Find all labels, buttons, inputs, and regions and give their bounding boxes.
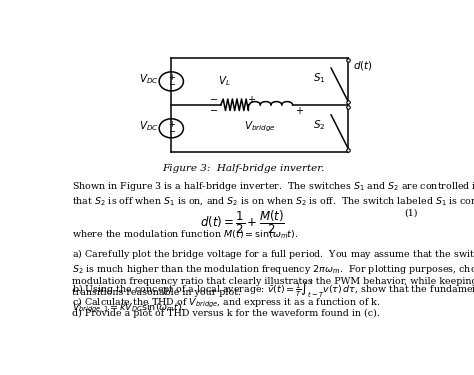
Text: d) Provide a plot of THD versus k for the waveform found in (c).: d) Provide a plot of THD versus k for th… bbox=[72, 309, 380, 318]
Text: (1): (1) bbox=[404, 209, 418, 218]
Text: Shown in Figure 3 is a half-bridge inverter.  The switches $S_1$ and $S_2$ are c: Shown in Figure 3 is a half-bridge inver… bbox=[72, 180, 474, 208]
Text: $V_{DC}$: $V_{DC}$ bbox=[139, 119, 159, 133]
Text: $V_{DC}$: $V_{DC}$ bbox=[139, 72, 159, 86]
Text: +: + bbox=[168, 120, 175, 129]
Text: $V_{bridge}$: $V_{bridge}$ bbox=[244, 120, 276, 134]
Text: −: − bbox=[168, 128, 175, 136]
Text: a) Carefully plot the bridge voltage for a full period.  You may assume that the: a) Carefully plot the bridge voltage for… bbox=[72, 247, 474, 297]
Text: $S_1$: $S_1$ bbox=[313, 71, 326, 85]
Text: +: + bbox=[295, 105, 303, 116]
Text: $d(t)$: $d(t)$ bbox=[353, 59, 373, 72]
Text: Figure 3:  Half-bridge inverter.: Figure 3: Half-bridge inverter. bbox=[162, 164, 324, 173]
Text: $S_2$: $S_2$ bbox=[313, 118, 326, 132]
Text: −: − bbox=[210, 105, 219, 116]
Text: $d(t) = \dfrac{1}{2} + \dfrac{M(t)}{2}$: $d(t) = \dfrac{1}{2} + \dfrac{M(t)}{2}$ bbox=[201, 209, 285, 236]
Text: $V_L$: $V_L$ bbox=[218, 74, 231, 88]
Text: −: − bbox=[168, 81, 175, 90]
Text: b) Using the concept of a local average: $\bar{v}(t) = \frac{1}{T}\int_{t-T}^{t}: b) Using the concept of a local average:… bbox=[72, 278, 474, 315]
Text: where the modulation function $M(t) = \sin(\omega_m t)$.: where the modulation function $M(t) = \s… bbox=[72, 229, 299, 242]
Text: +: + bbox=[247, 94, 255, 105]
Text: c) Calculate the THD of $V_{bridge}$, and express it as a function of k.: c) Calculate the THD of $V_{bridge}$, an… bbox=[72, 296, 381, 310]
Text: +: + bbox=[168, 73, 175, 82]
Text: −: − bbox=[210, 94, 219, 105]
